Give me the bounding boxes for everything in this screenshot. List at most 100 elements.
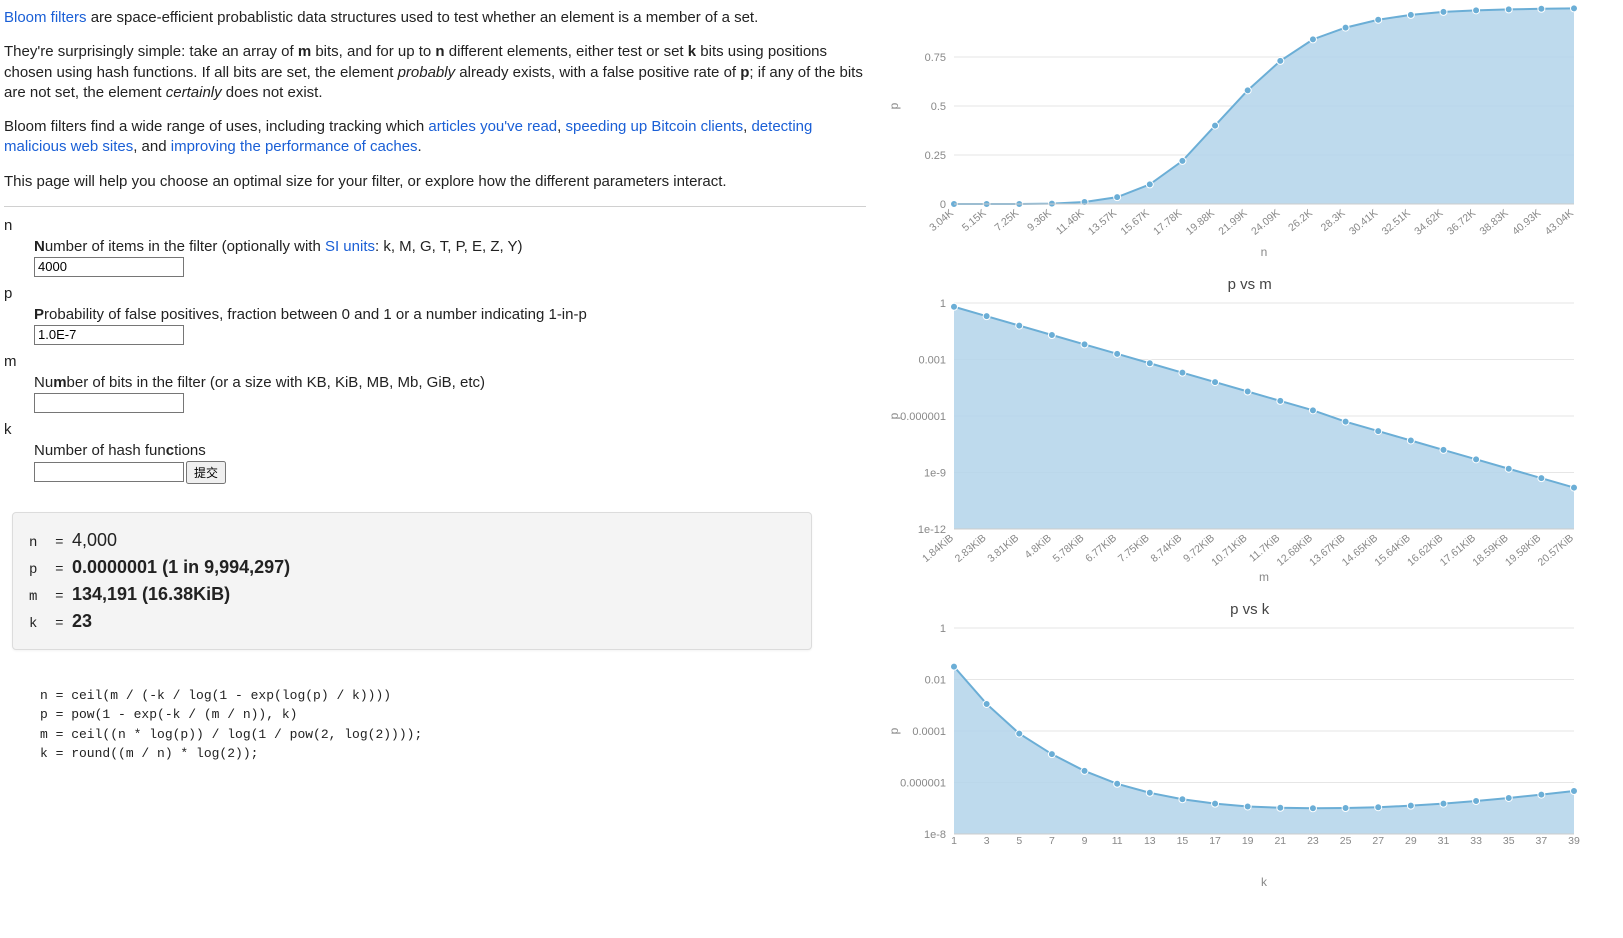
svg-text:1e-8: 1e-8 [924, 829, 946, 841]
result-m-value: 134,191 (16.38KiB) [72, 584, 230, 604]
svg-text:1.84KiB: 1.84KiB [920, 532, 956, 565]
input-m[interactable] [34, 393, 184, 413]
svg-text:0.5: 0.5 [931, 101, 946, 113]
chart-p-vs-n: 00.250.50.75p3.04K5.15K7.25K9.36K11.46K1… [884, 0, 1615, 260]
svg-text:32.51K: 32.51K [1380, 207, 1413, 238]
svg-text:37: 37 [1536, 835, 1548, 847]
svg-text:36.72K: 36.72K [1445, 207, 1478, 238]
svg-text:2.83KiB: 2.83KiB [953, 532, 989, 565]
svg-text:5.15K: 5.15K [960, 207, 989, 234]
link-articles[interactable]: articles you've read [428, 118, 557, 135]
svg-text:13.67KiB: 13.67KiB [1308, 532, 1348, 569]
svg-text:11: 11 [1112, 835, 1123, 847]
svg-text:35: 35 [1503, 835, 1515, 847]
svg-text:3: 3 [984, 835, 990, 847]
submit-button[interactable]: 提交 [186, 461, 226, 484]
svg-text:7: 7 [1049, 835, 1055, 847]
svg-text:1: 1 [940, 298, 946, 310]
svg-text:0.01: 0.01 [925, 675, 946, 687]
formulas-block: n = ceil(m / (-k / log(1 - exp(log(p) / … [40, 686, 866, 764]
svg-text:n: n [1261, 245, 1268, 259]
intro-p4: This page will help you choose an optima… [4, 172, 866, 192]
param-k-letter: k [4, 421, 866, 438]
svg-text:17.78K: 17.78K [1152, 207, 1185, 238]
svg-text:38.83K: 38.83K [1478, 207, 1511, 238]
param-n-desc: Number of items in the filter (optionall… [34, 238, 866, 255]
svg-text:1e-9: 1e-9 [924, 468, 946, 480]
chart-p-vs-k: p vs k 10.010.00010.0000011e-8p135791113… [884, 601, 1615, 890]
svg-text:19.58KiB: 19.58KiB [1503, 532, 1543, 569]
svg-text:15.67K: 15.67K [1119, 207, 1152, 238]
svg-text:18.59KiB: 18.59KiB [1471, 532, 1511, 569]
param-n-letter: n [4, 217, 866, 234]
intro-p3: Bloom filters find a wide range of uses,… [4, 117, 866, 158]
svg-text:0.75: 0.75 [925, 52, 946, 64]
result-p-value: 0.0000001 (1 in 9,994,297) [72, 557, 290, 577]
svg-text:27: 27 [1373, 835, 1385, 847]
svg-text:k: k [1261, 875, 1268, 889]
svg-text:3.81KiB: 3.81KiB [986, 532, 1022, 565]
svg-text:26.2K: 26.2K [1287, 207, 1316, 234]
input-p[interactable] [34, 325, 184, 345]
link-si-units[interactable]: SI units [325, 238, 375, 255]
svg-text:33: 33 [1471, 835, 1483, 847]
chart2-title: p vs m [884, 276, 1615, 293]
svg-text:p: p [887, 412, 901, 419]
svg-text:19: 19 [1242, 835, 1254, 847]
svg-text:0.001: 0.001 [919, 355, 947, 367]
svg-text:15: 15 [1177, 835, 1189, 847]
svg-text:34.62K: 34.62K [1413, 207, 1446, 238]
intro-p1: Bloom filters are space-efficient probab… [4, 8, 866, 28]
input-n[interactable] [34, 257, 184, 277]
svg-text:0.0001: 0.0001 [913, 726, 947, 738]
link-bloom-filters[interactable]: Bloom filters [4, 9, 87, 26]
svg-text:5.78KiB: 5.78KiB [1051, 532, 1087, 565]
chart3-title: p vs k [884, 601, 1615, 618]
svg-text:29: 29 [1405, 835, 1417, 847]
link-bitcoin[interactable]: speeding up Bitcoin clients [566, 118, 744, 135]
svg-text:39: 39 [1569, 835, 1581, 847]
svg-text:14.65KiB: 14.65KiB [1340, 532, 1380, 569]
result-n-label: n [29, 533, 51, 554]
svg-text:0.000001: 0.000001 [901, 411, 947, 423]
svg-text:21: 21 [1275, 835, 1287, 847]
svg-text:31: 31 [1438, 835, 1450, 847]
param-m-desc: Number of bits in the filter (or a size … [34, 374, 866, 391]
svg-text:23: 23 [1308, 835, 1320, 847]
svg-text:13.57K: 13.57K [1086, 207, 1119, 238]
svg-text:1e-12: 1e-12 [918, 524, 946, 536]
svg-text:0.25: 0.25 [925, 150, 946, 162]
svg-text:28.3K: 28.3K [1319, 207, 1348, 234]
svg-text:30.41K: 30.41K [1347, 207, 1380, 238]
svg-text:4.8KiB: 4.8KiB [1023, 532, 1054, 561]
svg-text:0.000001: 0.000001 [901, 778, 947, 790]
result-m-label: m [29, 587, 51, 608]
svg-text:24.09K: 24.09K [1249, 207, 1282, 238]
svg-text:43.04K: 43.04K [1543, 207, 1576, 238]
svg-text:1: 1 [951, 835, 957, 847]
intro-p2: They're surprisingly simple: take an arr… [4, 42, 866, 103]
svg-text:12.68KiB: 12.68KiB [1275, 532, 1315, 569]
svg-text:17: 17 [1210, 835, 1222, 847]
result-n-value: 4,000 [72, 530, 117, 550]
svg-text:7.75KiB: 7.75KiB [1116, 532, 1152, 565]
result-k-label: k [29, 614, 51, 635]
svg-text:9.36K: 9.36K [1025, 207, 1054, 234]
svg-text:40.93K: 40.93K [1510, 207, 1543, 238]
result-p-label: p [29, 560, 51, 581]
svg-text:10.71KiB: 10.71KiB [1210, 532, 1250, 569]
param-p-letter: p [4, 285, 866, 302]
input-k[interactable] [34, 462, 184, 482]
svg-text:11.46K: 11.46K [1054, 207, 1087, 237]
svg-text:9: 9 [1082, 835, 1088, 847]
svg-text:m: m [1259, 570, 1269, 584]
svg-text:25: 25 [1340, 835, 1352, 847]
svg-text:5: 5 [1017, 835, 1023, 847]
results-box: n = 4,000 p = 0.0000001 (1 in 9,994,297)… [12, 512, 812, 650]
svg-text:1: 1 [940, 623, 946, 635]
link-caches[interactable]: improving the performance of caches [171, 138, 418, 155]
param-m-letter: m [4, 353, 866, 370]
svg-text:20.57KiB: 20.57KiB [1536, 532, 1576, 569]
svg-text:19.88K: 19.88K [1184, 207, 1217, 238]
svg-text:13: 13 [1144, 835, 1156, 847]
